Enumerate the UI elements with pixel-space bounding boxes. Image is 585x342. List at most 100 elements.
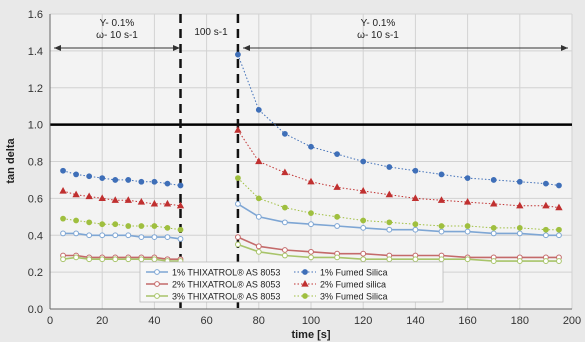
series-4-point-0-1	[72, 190, 80, 198]
series-5-point-1-6	[386, 219, 393, 226]
series-3-point-0-3	[99, 175, 106, 181]
x-tick-label-10: 200	[563, 315, 581, 327]
series-0-point-0-8	[164, 234, 171, 240]
series-0-point-1-1	[255, 213, 262, 220]
x-tick-label-9: 180	[511, 315, 529, 327]
phase-annotations: Y- 0.1% ω- 10 s-1 100 s-1 Y- 0.1% ω- 10 …	[54, 18, 568, 51]
series-5-point-1-9	[464, 223, 471, 229]
legend-label-3: 1% Fumed Silica	[320, 268, 388, 278]
series-4-point-1-5	[359, 186, 367, 194]
series-4-point-0-9	[176, 201, 185, 209]
series-0-point-1-12	[543, 232, 549, 239]
series-0-point-1-5	[360, 224, 367, 231]
series-0-point-0-9	[177, 236, 184, 242]
series-0-point-1-3	[308, 221, 314, 228]
series-4-point-1-0	[234, 126, 242, 133]
series-2-line-1	[237, 243, 559, 262]
series-2-point-0-5	[125, 256, 132, 263]
series-5-point-1-7	[412, 221, 419, 228]
series-1-line-0	[63, 254, 181, 261]
series-4-line-0	[62, 190, 181, 207]
series-0-point-0-0	[60, 230, 66, 237]
series-4-point-1-1	[255, 157, 263, 165]
series-4-point-1-6	[385, 190, 393, 198]
series-3-point-1-12	[543, 180, 549, 187]
series-4-point-0-6	[137, 198, 146, 205]
legend-item-4: 2% Fumed silica	[294, 280, 386, 290]
y-tick-label-4: 0.8	[28, 157, 43, 169]
y-tick-label-3: 0.6	[28, 193, 43, 205]
x-tick-label-7: 140	[406, 315, 424, 327]
series-1-point-1-2	[282, 247, 288, 253]
legend-item-2: 3% THIXATROL® AS 8053	[146, 292, 280, 302]
series-3	[60, 51, 562, 189]
series-2-point-1-12	[543, 258, 549, 264]
series-4-point-0-2	[85, 192, 93, 200]
series-0-point-0-3	[99, 232, 106, 239]
series-0-point-1-10	[490, 230, 497, 237]
series-3-point-1-11	[516, 178, 523, 185]
series-5-point-0-9	[177, 226, 184, 233]
series-0-line-1	[237, 203, 559, 237]
series-1-point-1-5	[360, 250, 367, 257]
series-3-point-0-0	[60, 167, 66, 174]
tick-labels: 0 20 40 60 80 100 120 140 160 180 200 0.0 0.2 0.4 0.6 0…	[28, 9, 581, 327]
series-4-point-1-9	[463, 198, 472, 205]
series-5-point-1-11	[516, 224, 523, 231]
series-2-point-1-1	[255, 248, 262, 255]
left-phase-arrow	[54, 45, 180, 51]
x-tick-label-0: 0	[47, 315, 53, 327]
series-4-point-0-8	[163, 199, 172, 207]
legend-label-2: 3% THIXATROL® AS 8053	[172, 292, 280, 302]
legend-swatch-marker-4	[301, 279, 309, 287]
legend-label-1: 2% THIXATROL® AS 8053	[172, 280, 280, 290]
series-0-point-1-8	[438, 228, 445, 235]
series-5-point-1-4	[334, 213, 341, 220]
series-4-point-0-7	[150, 199, 159, 207]
legend-swatch-marker-5	[302, 293, 308, 299]
series-5-point-1-3	[308, 210, 314, 217]
legend-item-1: 2% THIXATROL® AS 8053	[146, 280, 280, 290]
x-tick-label-3: 60	[200, 315, 212, 327]
series-3-point-1-4	[334, 151, 341, 158]
series-5	[60, 175, 562, 233]
legend-label-5: 3% Fumed Silica	[320, 292, 388, 302]
series-1-line-1	[237, 236, 559, 259]
series-4-point-0-0	[59, 186, 67, 194]
series-5-point-0-4	[112, 221, 119, 228]
legend-item-0: 1% THIXATROL® AS 8053	[146, 268, 280, 278]
y-tick-label-2: 0.4	[28, 230, 43, 242]
series-5-point-1-1	[255, 195, 262, 202]
series-0-point-1-7	[412, 226, 419, 233]
legend-swatch-marker-3	[302, 269, 308, 275]
series-2-point-0-0	[60, 256, 66, 263]
series-0-point-0-7	[151, 234, 158, 240]
series-5-point-1-5	[360, 217, 367, 224]
series-0-point-0-5	[125, 232, 132, 239]
series-4-point-1-3	[307, 177, 315, 185]
series-2-point-0-2	[86, 256, 93, 263]
series-3-point-1-7	[412, 167, 419, 174]
y-tick-label-6: 1.2	[28, 83, 43, 95]
series-0-point-1-4	[334, 223, 341, 229]
x-tick-label-2: 40	[148, 315, 160, 327]
middle-phase-shear: 100 s-1	[194, 27, 228, 38]
series-1-point-1-0	[235, 234, 241, 240]
series-5-point-0-1	[73, 217, 79, 224]
series-5-point-1-0	[235, 175, 241, 181]
series-3-point-1-0	[235, 51, 241, 58]
series-layer	[59, 51, 563, 264]
series-2-point-1-4	[334, 254, 341, 261]
series-1-point-1-1	[255, 243, 262, 250]
series-1-point-1-3	[308, 248, 314, 255]
y-tick-label-7: 1.4	[28, 46, 43, 58]
series-4-point-0-3	[98, 194, 106, 201]
series-5-point-1-12	[543, 226, 549, 233]
series-2-point-1-9	[464, 256, 471, 263]
legend-label-4: 2% Fumed silica	[320, 280, 386, 290]
legend-item-3: 1% Fumed Silica	[294, 268, 388, 278]
series-2-point-1-13	[556, 258, 562, 264]
legend-swatch-marker-0	[154, 269, 160, 275]
series-5-point-0-5	[125, 223, 132, 229]
